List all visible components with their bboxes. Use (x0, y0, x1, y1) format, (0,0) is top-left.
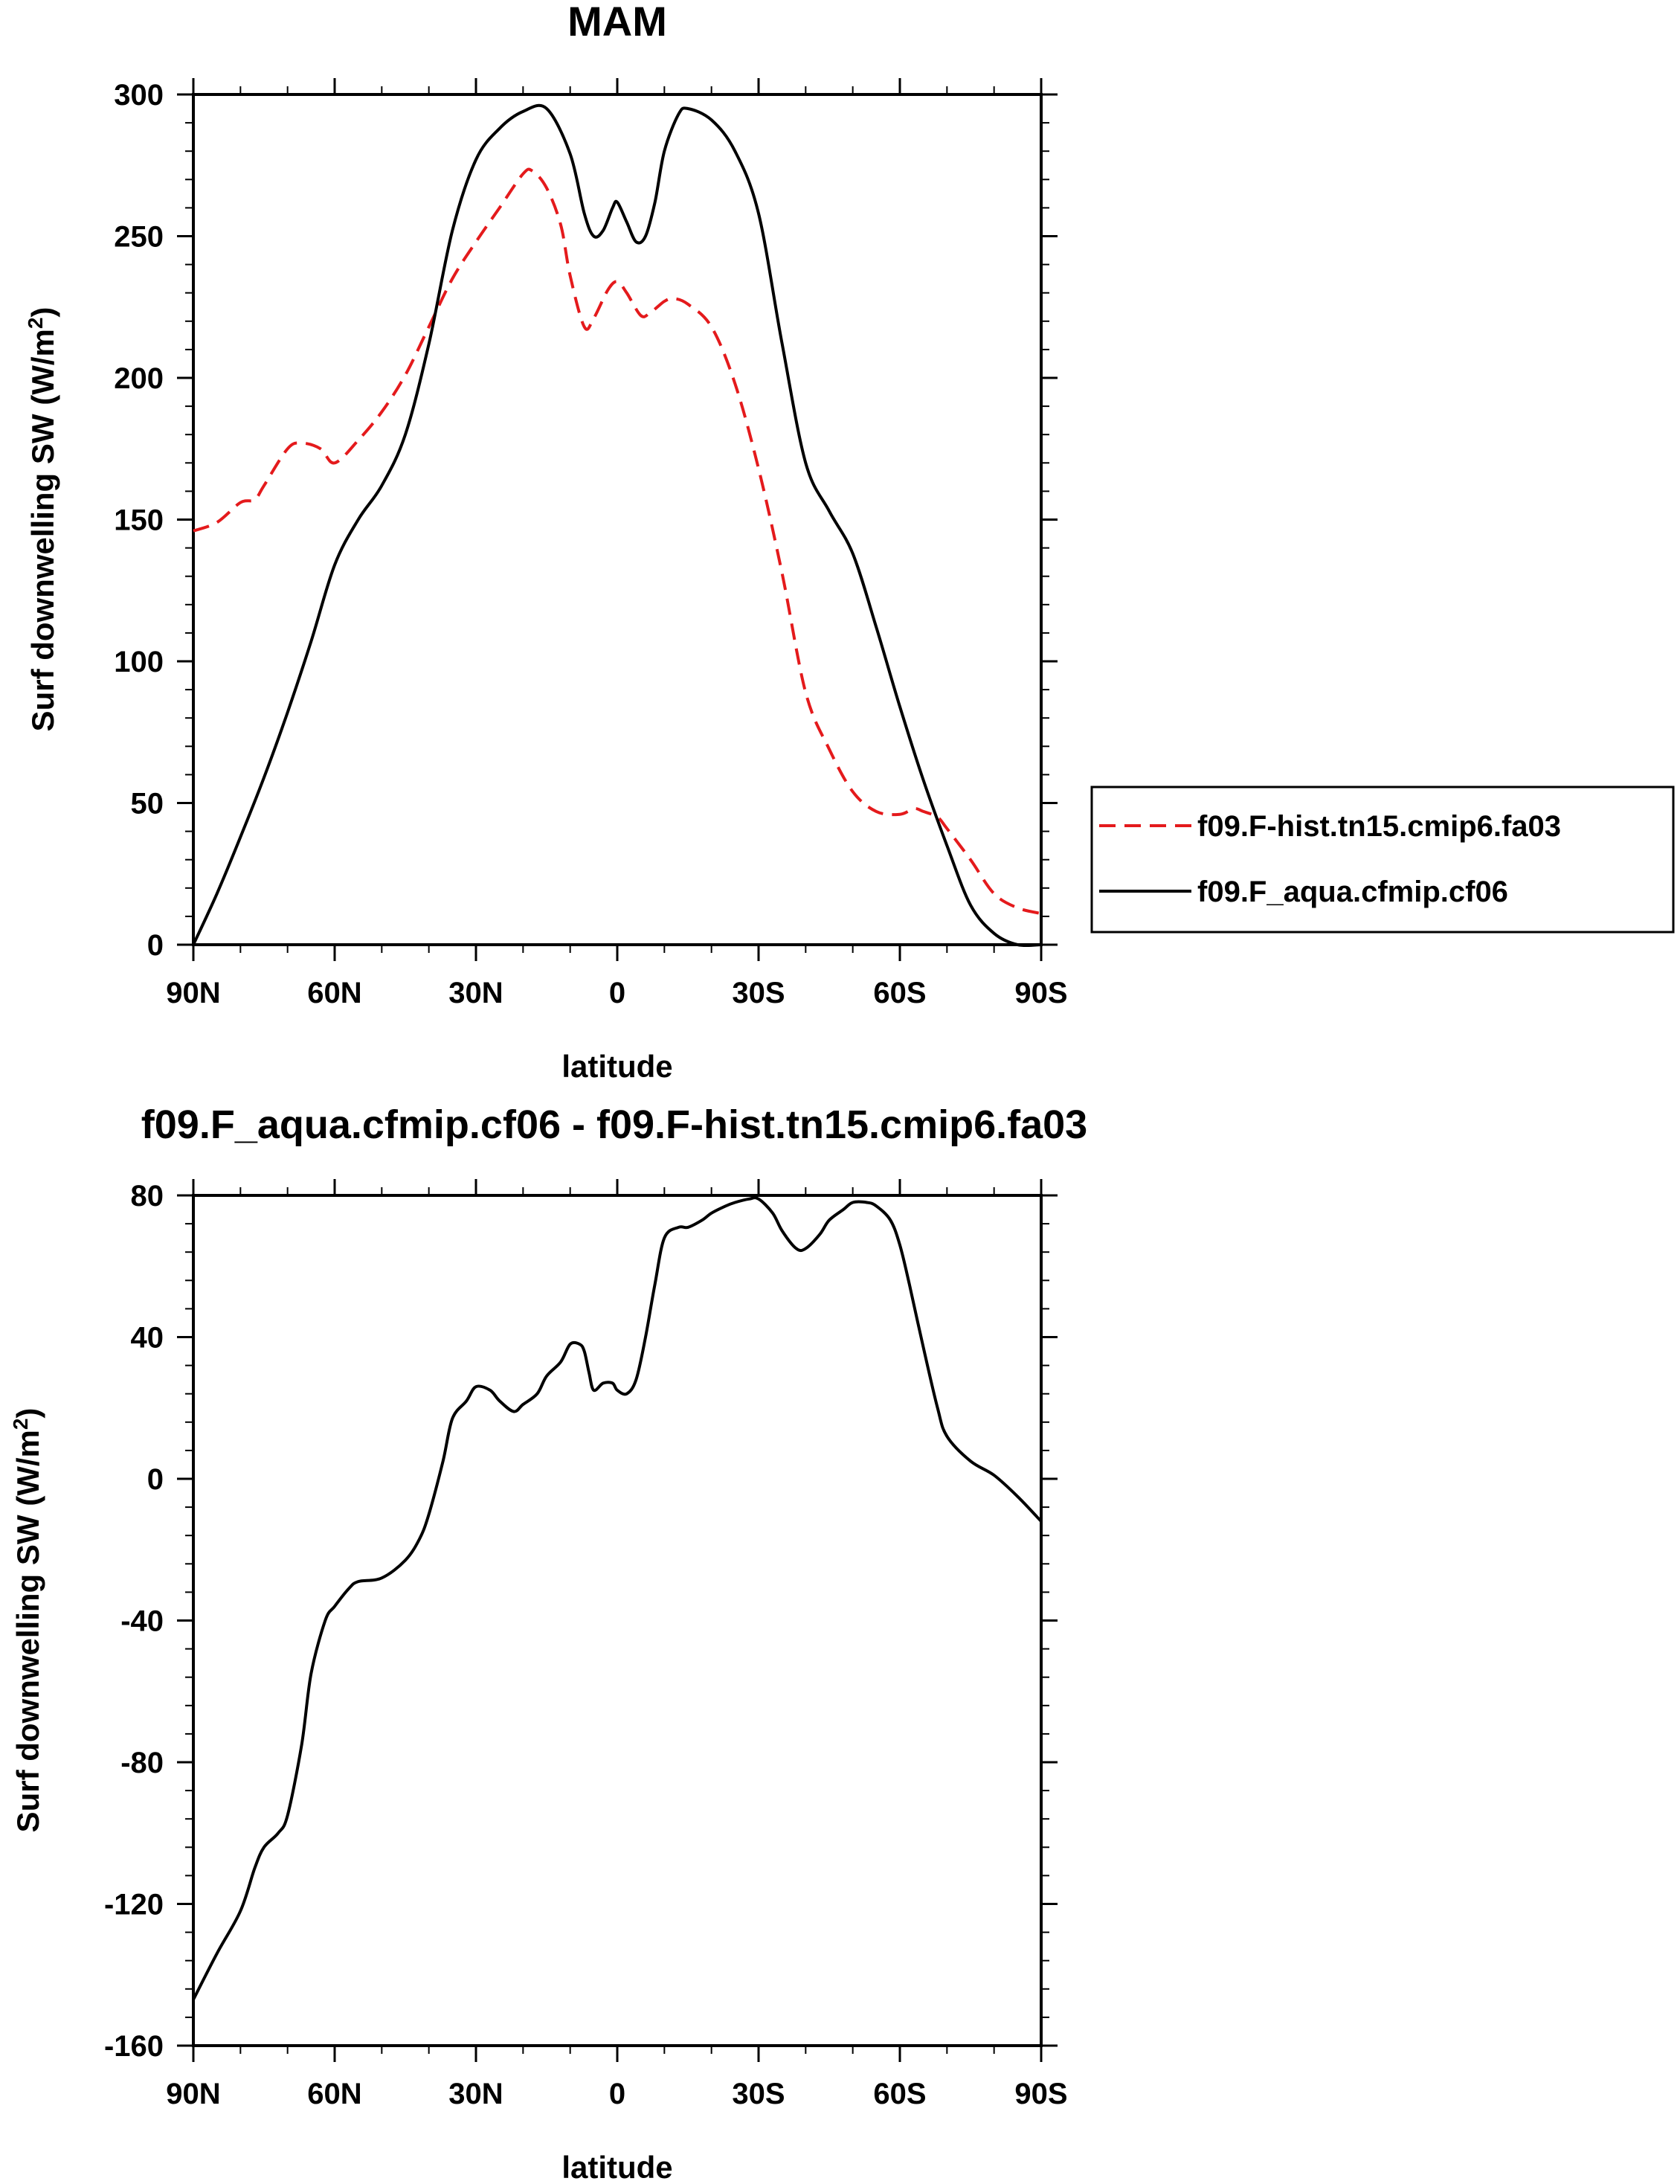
x-axis-label-bottom: latitude (561, 2150, 672, 2184)
y-axis-label-bottom-sup: 2 (9, 1419, 32, 1430)
x-tick-label: 60N (307, 2078, 361, 2110)
y-tick-label: 50 (131, 788, 164, 820)
y-tick-label: -40 (120, 1605, 164, 1638)
legend-label-fhist: f09.F-hist.tn15.cmip6.fa03 (1197, 810, 1561, 843)
x-tick-label: 0 (609, 977, 625, 1009)
x-tick-label: 90S (1014, 2078, 1067, 2110)
x-axis-ticks-top: 90N 60N 30N 0 30S 60S 90S (166, 78, 1068, 1009)
legend: f09.F-hist.tn15.cmip6.fa03 f09.F_aqua.cf… (1090, 786, 1675, 934)
x-axis-ticks-bottom: 90N 60N 30N 0 30S 60S 90S (166, 1179, 1068, 2110)
x-tick-label: 90N (166, 977, 220, 1009)
y-tick-label: 40 (131, 1322, 164, 1355)
chart-title-bottom: f09.F_aqua.cfmip.cf06 - f09.F-hist.tn15.… (141, 1102, 1087, 1147)
series-line-top-1 (193, 167, 1042, 916)
y-tick-label: 80 (131, 1180, 164, 1213)
panel-bottom: f09.F_aqua.cfmip.cf06 - f09.F-hist.tn15.… (9, 1102, 1088, 2184)
y-axis-label-bottom-main: Surf downwelling SW (W/m (10, 1430, 45, 1832)
x-tick-label: 90S (1014, 977, 1067, 1009)
plot-frame-top (192, 93, 1043, 946)
x-tick-label: 90N (166, 2078, 220, 2110)
y-tick-label: 250 (114, 221, 164, 254)
x-tick-label: 60N (307, 977, 361, 1009)
y-axis-label-bottom-close: ) (10, 1408, 45, 1419)
x-tick-label: 30N (448, 2078, 503, 2110)
y-tick-label: -120 (104, 1889, 164, 1921)
x-tick-label: 30S (732, 977, 785, 1009)
series-line-top-2 (192, 103, 1042, 948)
plot-frame-bottom (192, 1194, 1043, 2047)
series-group-bottom (192, 1196, 1043, 2001)
x-axis-label-top: latitude (561, 1049, 672, 1084)
y-tick-label: 0 (147, 1463, 164, 1496)
x-tick-label: 60S (873, 977, 926, 1009)
y-axis-ticks-bottom: -160 -120 -80 -40 0 40 80 (104, 1180, 1058, 2063)
legend-box (1090, 786, 1675, 934)
x-tick-label: 30N (448, 977, 503, 1009)
y-tick-label: 300 (114, 79, 164, 112)
x-tick-label: 30S (732, 2078, 785, 2110)
y-axis-label-top-close: ) (25, 307, 60, 318)
y-tick-label: 0 (147, 929, 164, 962)
y-tick-label: 150 (114, 504, 164, 537)
y-axis-label-top: Surf downwelling SW (W/m2) (24, 307, 61, 732)
y-tick-label: 100 (114, 646, 164, 678)
chart-title-top: MAM (567, 0, 667, 45)
x-tick-label: 60S (873, 2078, 926, 2110)
series-group-top (192, 103, 1042, 948)
legend-label-aqua: f09.F_aqua.cfmip.cf06 (1197, 876, 1508, 908)
y-tick-label: 200 (114, 362, 164, 395)
x-tick-label: 0 (609, 2078, 625, 2110)
y-tick-label: -160 (104, 2030, 164, 2063)
y-axis-label-bottom: Surf downwelling SW (W/m2) (9, 1408, 46, 1833)
y-axis-label-top-sup: 2 (24, 318, 47, 330)
y-tick-label: -80 (120, 1747, 164, 1779)
y-axis-ticks-top: 0 50 100 150 200 250 300 (114, 79, 1058, 962)
y-axis-label-top-main: Surf downwelling SW (W/m (25, 329, 60, 731)
series-line-bottom-1 (192, 1196, 1043, 2001)
